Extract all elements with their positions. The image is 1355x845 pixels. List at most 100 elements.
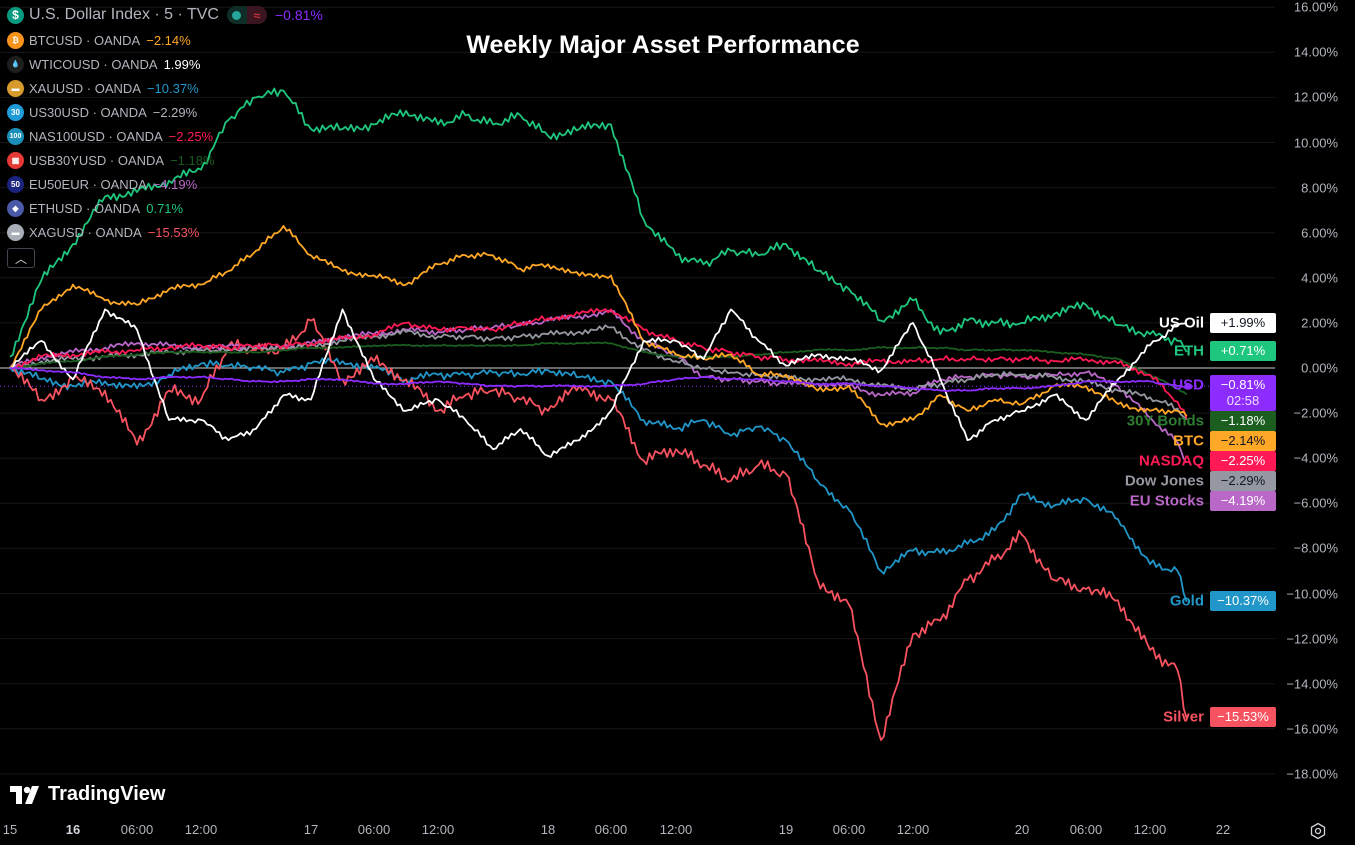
series-line-btc (9, 225, 1188, 428)
x-tick-label: 20 (1014, 822, 1030, 837)
legend-item[interactable]: ▦ USB30YUSD · OANDA −1.18% (7, 148, 323, 172)
approx-icon[interactable]: ≈ (246, 6, 267, 24)
price-badge: −2.25% (1210, 451, 1276, 471)
oil-drop-icon: 💧 (7, 55, 24, 73)
legend-item-name: ETHUSD · OANDA (29, 200, 141, 216)
x-tick-label: 06:00 (120, 822, 154, 837)
series-line-eth (9, 87, 1188, 358)
y-tick-label: −18.00% (1286, 766, 1338, 782)
price-badge-value: −2.29% (1220, 473, 1266, 488)
us-flag-icon: ▦ (7, 151, 24, 169)
legend-item[interactable]: ₿ BTCUSD · OANDA −2.14% (7, 28, 323, 52)
x-tick-label: 17 (303, 822, 319, 837)
x-tick-label: 06:00 (594, 822, 628, 837)
legend-item-value: −2.29% (152, 104, 198, 120)
x-tick-label: 16 (65, 822, 81, 837)
gold-bar-icon: ▬ (7, 79, 24, 97)
series-line-gold (9, 357, 1188, 603)
chevron-up-icon[interactable]: ︿ (7, 248, 35, 268)
legend: $ U.S. Dollar Index · 5 · TVC ≈ −0.81% ₿… (7, 4, 323, 268)
legend-item-name: XAGUSD · OANDA (29, 224, 142, 240)
gear-icon[interactable] (1309, 822, 1327, 845)
y-tick-label: −12.00% (1286, 631, 1338, 647)
y-tick-label: 0.00% (1301, 360, 1338, 376)
series-line-30y-bonds (9, 341, 1188, 396)
price-badge-value: −0.81% (1220, 377, 1266, 392)
legend-main-value: −0.81% (274, 7, 323, 23)
legend-item[interactable]: 50 EU50EUR · OANDA −4.19% (7, 172, 323, 196)
legend-item-name: NAS100USD · OANDA (29, 128, 163, 144)
legend-item[interactable]: ◆ ETHUSD · OANDA 0.71% (7, 196, 323, 220)
price-badge-value: +1.99% (1220, 315, 1266, 330)
silver-bar-icon: ▬ (7, 223, 24, 241)
legend-item-name: US30USD · OANDA (29, 104, 147, 120)
series-end-label: EU Stocks (1129, 492, 1204, 510)
price-badge-value: −2.25% (1220, 453, 1266, 468)
price-badge: −2.14% (1210, 431, 1276, 451)
series-end-label: 30Y Bonds (1126, 412, 1204, 430)
legend-main-name: U.S. Dollar Index · 5 · TVC (29, 6, 219, 23)
legend-item[interactable]: 30 US30USD · OANDA −2.29% (7, 100, 323, 124)
x-tick-label: 12:00 (896, 822, 930, 837)
y-tick-label: −4.00% (1293, 450, 1338, 466)
series-line-nasdaq (9, 307, 1188, 419)
watermark-text: TradingView (48, 783, 166, 805)
price-badge-value: −2.14% (1220, 433, 1266, 448)
legend-item[interactable]: ▬ XAGUSD · OANDA −15.53% (7, 220, 323, 244)
bitcoin-icon: ₿ (7, 31, 24, 49)
y-tick-label: 6.00% (1301, 225, 1338, 241)
price-badge: −1.18% (1210, 411, 1276, 431)
price-badge: −2.29% (1210, 471, 1276, 491)
price-badge: +0.71% (1210, 341, 1276, 361)
y-tick-label: −14.00% (1286, 676, 1338, 692)
y-tick-label: 14.00% (1293, 44, 1338, 60)
price-badge-value: −15.53% (1217, 709, 1269, 724)
series-line-us-oil (9, 308, 1187, 458)
legend-item-value: −2.25% (168, 128, 214, 144)
legend-item-name: WTICOUSD · OANDA (29, 56, 158, 72)
dollar-icon: $ (7, 6, 24, 24)
y-tick-label: 8.00% (1301, 180, 1338, 196)
legend-item-name: EU50EUR · OANDA (29, 176, 147, 192)
legend-item[interactable]: ▬ XAUUSD · OANDA −10.37% (7, 76, 323, 100)
legend-item-name: BTCUSD · OANDA (29, 32, 141, 48)
legend-item[interactable]: 100 NAS100USD · OANDA −2.25% (7, 124, 323, 148)
x-tick-label: 18 (540, 822, 556, 837)
dot-icon[interactable] (226, 6, 247, 24)
legend-main-row[interactable]: $ U.S. Dollar Index · 5 · TVC ≈ −0.81% (7, 4, 323, 26)
price-badge-value: +0.71% (1220, 343, 1266, 358)
price-badge: −15.53% (1210, 707, 1276, 727)
visibility-toggle[interactable]: ≈ (226, 6, 267, 24)
tradingview-logo[interactable]: TradingView (10, 783, 165, 806)
y-tick-label: 16.00% (1293, 0, 1338, 15)
legend-item-value: −10.37% (146, 80, 199, 96)
y-tick-label: −2.00% (1293, 405, 1338, 421)
x-tick-label: 06:00 (357, 822, 391, 837)
price-badge: −4.19% (1210, 491, 1276, 511)
y-tick-label: −8.00% (1293, 540, 1338, 556)
series-line-usd (9, 366, 1187, 393)
series-line-silver (9, 318, 1188, 741)
x-tick-label: 19 (778, 822, 794, 837)
y-tick-label: 10.00% (1293, 135, 1338, 150)
legend-item-name: USB30YUSD · OANDA (29, 152, 165, 168)
x-tick-label: 15 (2, 822, 18, 837)
series-end-label: Dow Jones (1124, 472, 1204, 490)
price-badge: −10.37% (1210, 591, 1276, 611)
price-badge: +1.99% (1210, 313, 1276, 333)
x-tick-label: 12:00 (421, 822, 455, 837)
x-tick-label: 12:00 (1133, 822, 1167, 837)
price-badge-value: −4.19% (1220, 493, 1266, 508)
legend-item-name: XAUUSD · OANDA (29, 80, 141, 96)
legend-item-value: −1.18% (170, 152, 215, 168)
x-tick-label: 12:00 (659, 822, 693, 837)
y-tick-label: −16.00% (1286, 721, 1338, 737)
bar-countdown: 02:58 (1226, 393, 1260, 408)
y-tick-label: 2.00% (1301, 315, 1338, 331)
usd-last-point (1184, 382, 1192, 390)
legend-item-value: 0.71% (146, 200, 184, 216)
x-tick-label: 06:00 (832, 822, 866, 837)
price-badge-value: −10.37% (1217, 593, 1269, 608)
legend-item[interactable]: 💧 WTICOUSD · OANDA 1.99% (7, 52, 323, 76)
